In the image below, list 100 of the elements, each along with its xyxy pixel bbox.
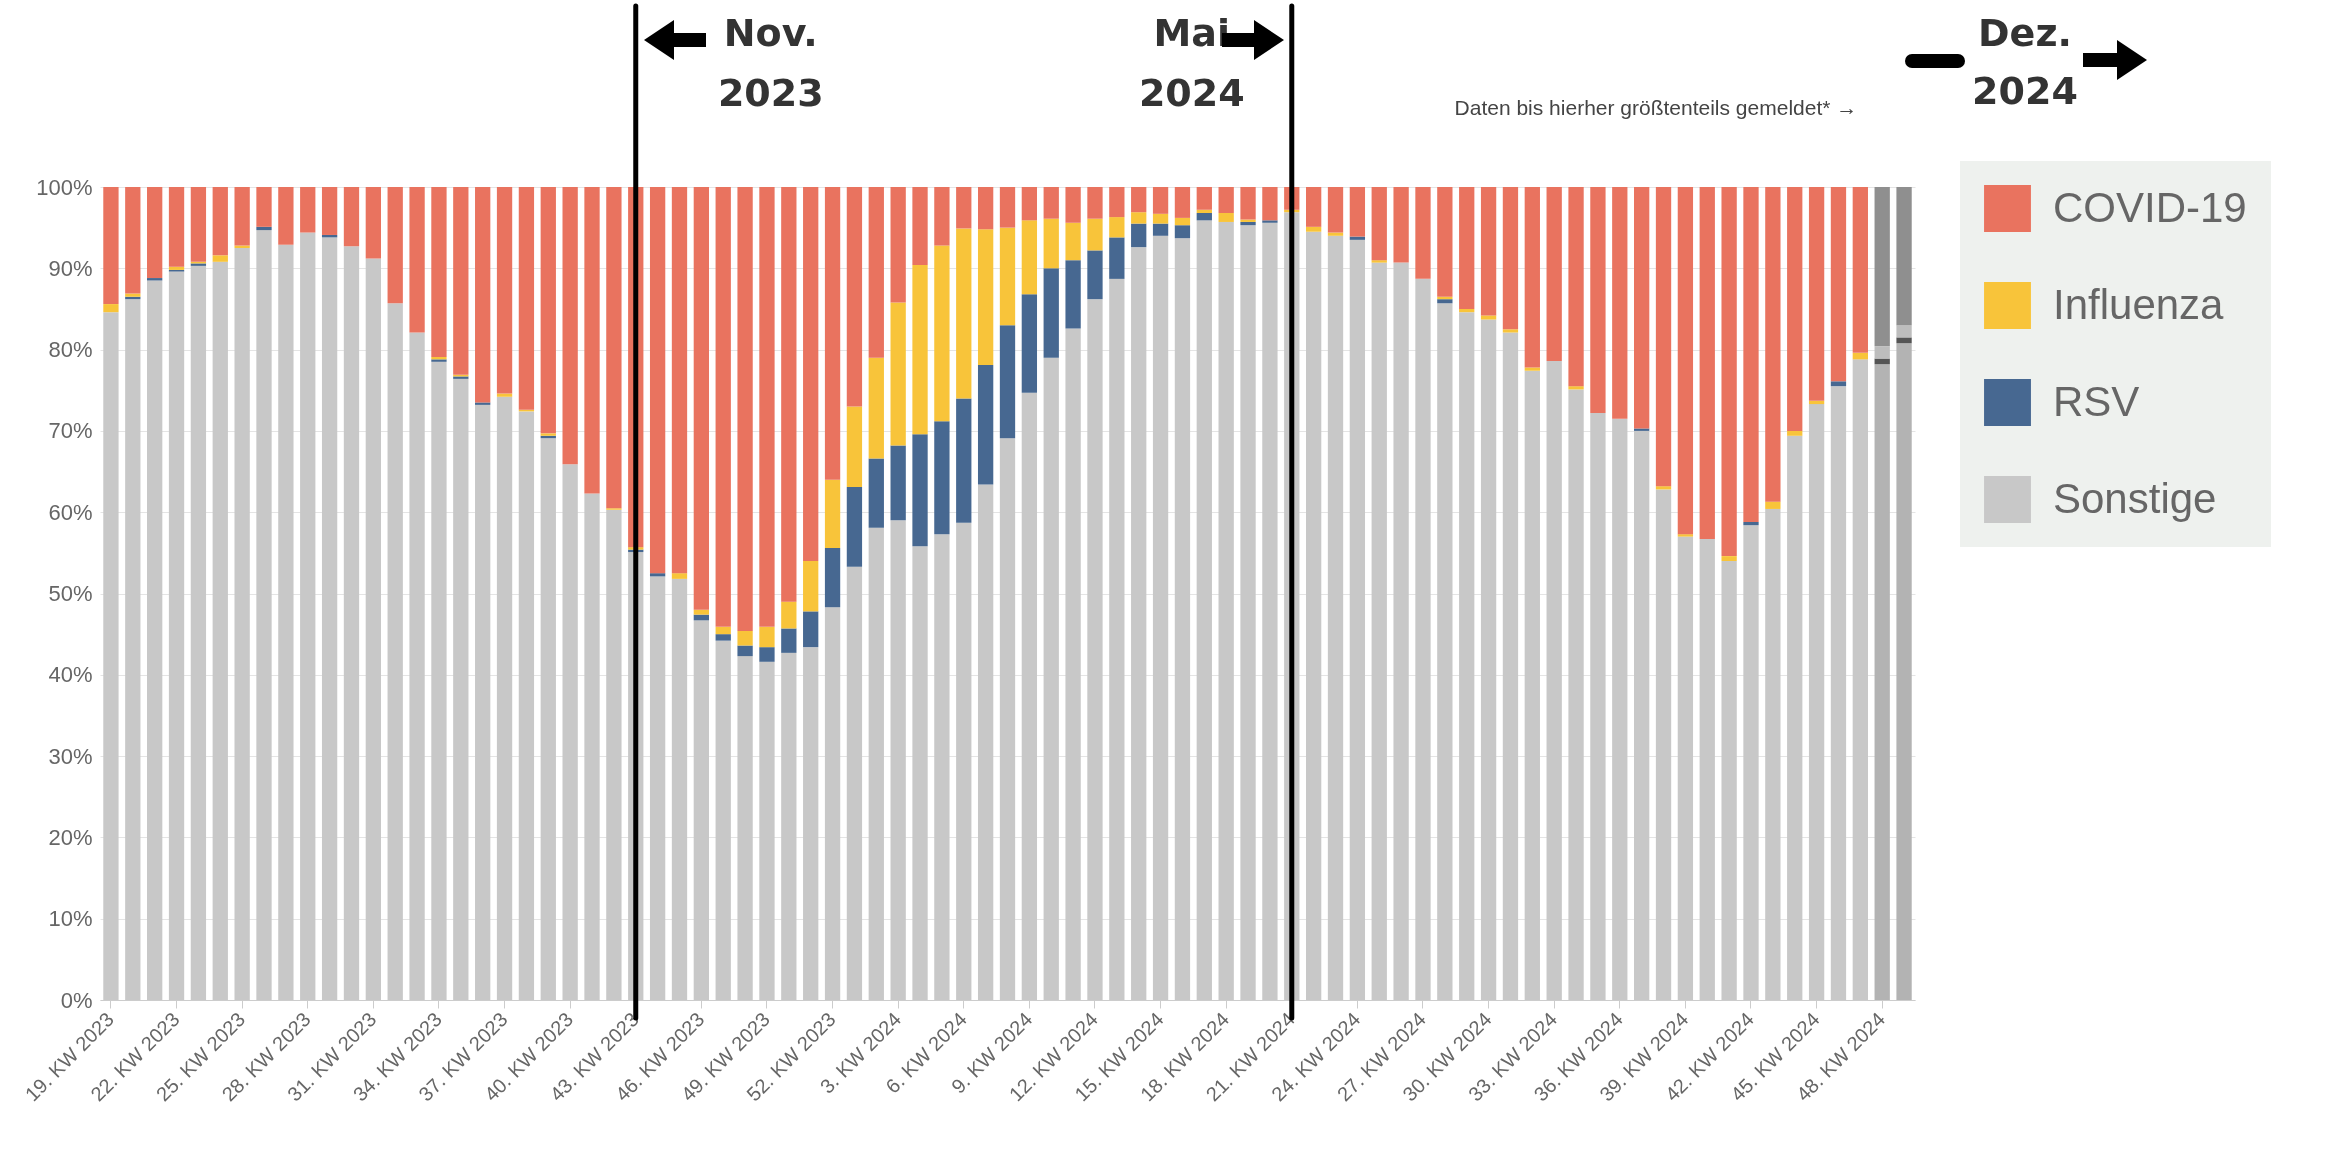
- y-tick-label: 80%: [48, 337, 93, 363]
- bar: [1808, 400, 1825, 405]
- bar: [453, 187, 469, 375]
- bar: [1305, 187, 1322, 227]
- bar: [1874, 346, 1890, 359]
- bar: [1131, 187, 1147, 213]
- bar: [846, 187, 863, 407]
- bar: [1808, 187, 1825, 401]
- bar: [781, 187, 797, 602]
- bar: [934, 245, 950, 422]
- bar: [999, 325, 1016, 439]
- bar: [781, 601, 797, 629]
- bar: [671, 187, 688, 574]
- bar: [1502, 187, 1519, 330]
- bar: [1305, 226, 1322, 232]
- bar: [890, 302, 906, 446]
- bar: [475, 187, 491, 403]
- bar: [1480, 315, 1497, 320]
- bar: [1721, 556, 1737, 561]
- y-tick-label: 30%: [48, 743, 93, 769]
- bar: [431, 187, 447, 357]
- bar: [1152, 223, 1169, 236]
- bar: [1043, 218, 1059, 269]
- bar: [1699, 187, 1715, 540]
- bar: [824, 547, 841, 608]
- bar: [606, 187, 622, 509]
- bar: [1874, 364, 1890, 1000]
- bar: [1131, 212, 1147, 224]
- bar: [1131, 223, 1147, 248]
- bar: [1874, 187, 1890, 347]
- bar: [1021, 187, 1038, 221]
- bar: [1415, 187, 1431, 279]
- bar: [1065, 260, 1081, 329]
- bar: [1852, 352, 1868, 360]
- bar: [1896, 337, 1912, 344]
- bar: [1677, 187, 1694, 535]
- bar: [737, 645, 753, 657]
- bar: [1174, 225, 1191, 239]
- bar: [999, 187, 1016, 228]
- bar: [956, 228, 972, 399]
- bar: [1152, 213, 1169, 224]
- bar: [1437, 299, 1453, 304]
- bar: [1196, 213, 1212, 221]
- bar: [868, 357, 884, 459]
- y-tick-label: 90%: [48, 255, 93, 281]
- bar: [409, 187, 425, 333]
- y-tick-label: 60%: [48, 499, 93, 525]
- bar: [1677, 534, 1694, 537]
- legend-label: Influenza: [2053, 280, 2225, 328]
- bar: [518, 187, 535, 410]
- bar: [912, 265, 928, 435]
- bar: [343, 187, 360, 247]
- bar: [1524, 367, 1540, 371]
- bar: [1240, 187, 1256, 220]
- bar: [846, 487, 863, 567]
- bar: [168, 187, 185, 267]
- bar: [1196, 187, 1212, 210]
- bar: [1349, 187, 1366, 237]
- bar: [890, 187, 906, 303]
- bar: [803, 187, 819, 561]
- bar: [1634, 187, 1650, 429]
- y-tick-label: 10%: [48, 906, 93, 932]
- y-tick-label: 70%: [48, 418, 93, 444]
- bar: [846, 406, 863, 487]
- bar: [1371, 260, 1387, 263]
- bar: [1240, 221, 1256, 226]
- bar: [649, 187, 666, 574]
- bar: [1830, 381, 1847, 387]
- bar: [1568, 386, 1584, 390]
- bar: [934, 187, 950, 246]
- bar: [1743, 187, 1759, 522]
- bar: [803, 611, 819, 648]
- bar: [1262, 220, 1278, 223]
- bar: [1655, 486, 1672, 490]
- legend-label: COVID-19: [2053, 183, 2247, 231]
- bar: [1152, 187, 1169, 214]
- bar: [496, 393, 513, 397]
- bar: [912, 187, 928, 266]
- bar: [977, 229, 994, 366]
- bar: [1021, 220, 1038, 295]
- bar: [824, 479, 841, 548]
- bar: [1568, 187, 1584, 387]
- bar: [234, 187, 250, 246]
- bar: [759, 647, 775, 662]
- bar: [693, 187, 710, 610]
- bar: [1262, 187, 1278, 221]
- bar: [1524, 187, 1540, 368]
- legend-label: Sonstige: [2053, 474, 2217, 522]
- bar: [256, 226, 272, 231]
- bar: [387, 187, 403, 304]
- bar: [1852, 187, 1868, 353]
- bar: [715, 626, 731, 635]
- bar: [125, 187, 141, 294]
- bar: [1349, 236, 1366, 240]
- bar: [212, 187, 228, 256]
- bar: [1218, 187, 1234, 214]
- bar: [912, 434, 928, 547]
- bar: [649, 573, 666, 577]
- bar: [1109, 237, 1125, 279]
- bar: [1327, 187, 1344, 233]
